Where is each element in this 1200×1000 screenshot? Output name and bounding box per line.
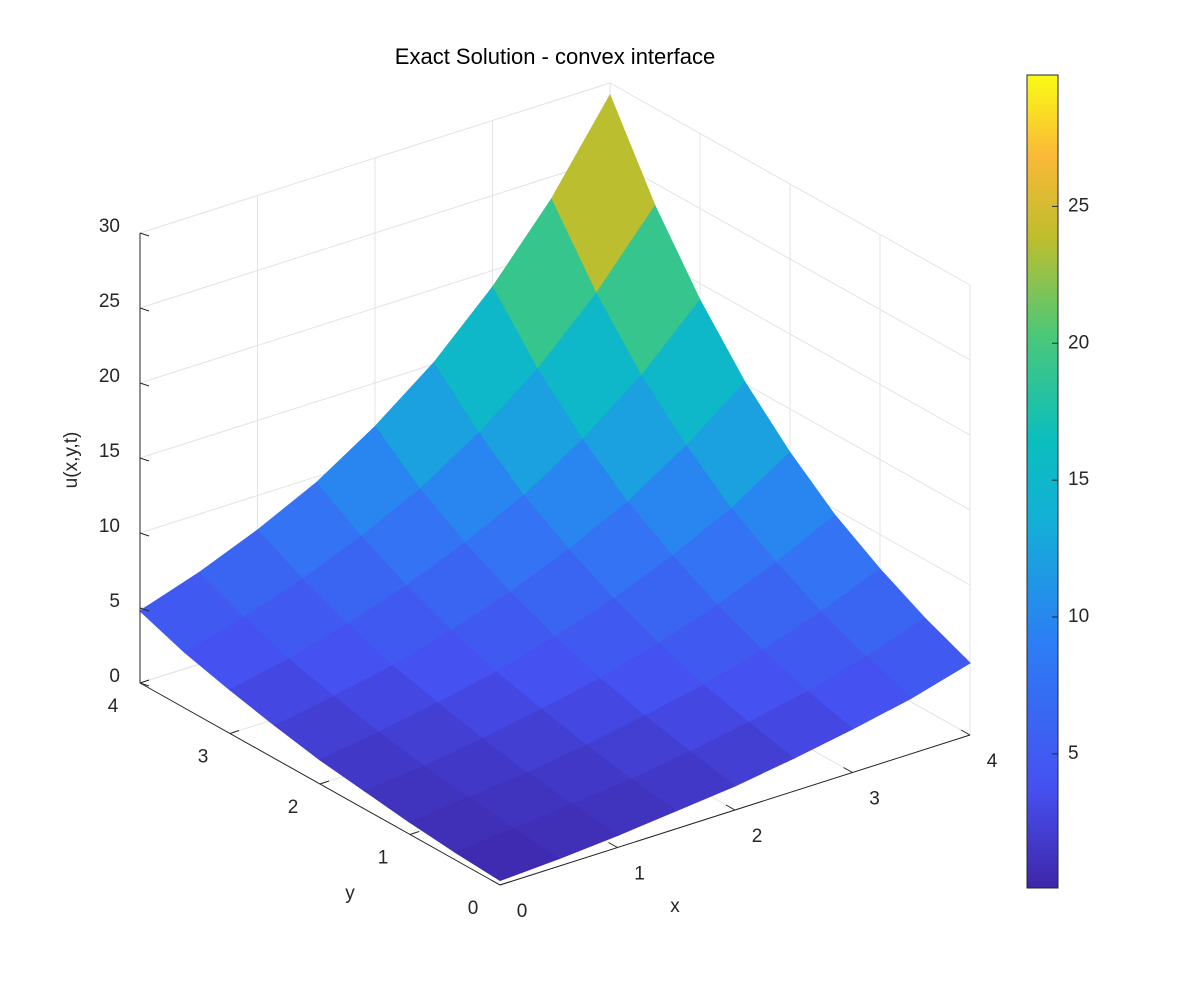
grid-line — [139, 82, 611, 234]
z-tick — [139, 532, 150, 537]
x-tick-label: 2 — [752, 826, 763, 847]
z-tick — [139, 607, 150, 612]
chart-title: Exact Solution - convex interface — [395, 44, 715, 69]
z-tick-label: 0 — [109, 666, 120, 687]
z-tick-label: 30 — [99, 216, 120, 237]
z-tick — [139, 457, 150, 462]
z-tick — [139, 232, 150, 237]
y-tick — [409, 831, 420, 835]
y-tick-label: 0 — [468, 898, 479, 919]
z-tick-label: 10 — [99, 516, 120, 537]
y-tick — [229, 730, 240, 734]
x-tick-label: 4 — [987, 751, 998, 772]
x-tick — [960, 729, 971, 736]
grid-line — [609, 157, 971, 361]
z-tick — [139, 382, 150, 387]
grid-line — [139, 157, 611, 309]
colorbar-tick-label: 15 — [1068, 469, 1089, 490]
y-tick-label: 1 — [378, 848, 389, 869]
z-tick-label: 25 — [99, 291, 120, 312]
z-tick-label: 20 — [99, 366, 120, 387]
z-tick-label: 15 — [99, 441, 120, 462]
z-axis-label: u(x,y,t) — [61, 432, 82, 489]
colorbar-tick-label: 10 — [1068, 606, 1089, 627]
x-tick — [608, 842, 618, 848]
y-tick-label: 2 — [288, 797, 299, 818]
surface-patch — [453, 828, 560, 882]
y-tick-label: 3 — [198, 747, 209, 768]
colorbar-tick-label: 20 — [1068, 332, 1089, 353]
y-tick-label: 4 — [108, 696, 119, 717]
x-tick — [725, 804, 736, 811]
z-tick — [139, 682, 150, 687]
y-tick — [139, 679, 150, 684]
y-axis-label: y — [345, 883, 355, 904]
grid-line — [609, 82, 971, 286]
x-tick-label: 1 — [634, 864, 645, 885]
x-tick — [490, 879, 501, 886]
colorbar-tick-label: 5 — [1068, 743, 1079, 764]
z-tick — [139, 307, 150, 312]
x-tick-label: 3 — [869, 789, 880, 810]
x-axis-label: x — [670, 896, 680, 917]
y-tick — [499, 881, 510, 886]
x-tick — [843, 767, 853, 773]
x-tick-label: 0 — [517, 901, 528, 922]
z-tick-label: 5 — [109, 591, 120, 612]
y-tick — [319, 780, 330, 785]
colorbar — [1026, 74, 1059, 889]
colorbar-tick-label: 25 — [1068, 195, 1089, 216]
